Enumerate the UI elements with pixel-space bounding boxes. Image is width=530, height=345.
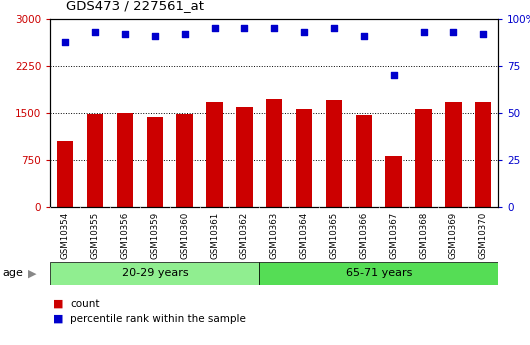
Text: GSM10370: GSM10370 <box>479 211 488 259</box>
Text: ■: ■ <box>53 314 64 324</box>
Text: GSM10368: GSM10368 <box>419 211 428 259</box>
Point <box>419 29 428 35</box>
Point <box>180 31 189 37</box>
Point <box>330 26 338 31</box>
Text: GSM10363: GSM10363 <box>270 211 279 259</box>
Text: GSM10355: GSM10355 <box>91 211 100 259</box>
Bar <box>57 141 74 207</box>
Bar <box>147 117 163 207</box>
Bar <box>326 100 342 207</box>
Bar <box>445 102 462 207</box>
Text: GSM10354: GSM10354 <box>61 211 70 259</box>
Point <box>390 72 398 78</box>
Bar <box>117 113 133 207</box>
Text: GSM10362: GSM10362 <box>240 211 249 259</box>
Text: GSM10366: GSM10366 <box>359 211 368 259</box>
Text: count: count <box>70 299 100 308</box>
Bar <box>385 156 402 207</box>
Text: 20-29 years: 20-29 years <box>121 268 188 278</box>
Point <box>300 29 308 35</box>
Text: 65-71 years: 65-71 years <box>346 268 412 278</box>
Point <box>449 29 457 35</box>
Text: GSM10361: GSM10361 <box>210 211 219 259</box>
Bar <box>356 115 372 207</box>
Point <box>270 26 279 31</box>
Bar <box>236 107 253 207</box>
Point <box>240 26 249 31</box>
Bar <box>176 114 193 207</box>
Point <box>121 31 129 37</box>
Bar <box>87 114 103 207</box>
Text: percentile rank within the sample: percentile rank within the sample <box>70 314 246 324</box>
Bar <box>416 109 432 207</box>
Bar <box>296 109 312 207</box>
Text: GSM10365: GSM10365 <box>330 211 339 259</box>
Bar <box>206 102 223 207</box>
Bar <box>259 262 498 285</box>
Text: ■: ■ <box>53 299 64 308</box>
Text: GDS473 / 227561_at: GDS473 / 227561_at <box>66 0 204 12</box>
Point <box>151 33 159 39</box>
Point <box>61 39 69 44</box>
Point <box>360 33 368 39</box>
Text: GSM10367: GSM10367 <box>389 211 398 259</box>
Point <box>479 31 488 37</box>
Text: GSM10369: GSM10369 <box>449 211 458 258</box>
Text: GSM10356: GSM10356 <box>120 211 129 259</box>
Text: age: age <box>3 268 23 278</box>
Text: GSM10359: GSM10359 <box>151 211 160 258</box>
Bar <box>50 262 259 285</box>
Bar <box>475 102 491 207</box>
Text: GSM10364: GSM10364 <box>299 211 308 259</box>
Text: GSM10360: GSM10360 <box>180 211 189 259</box>
Point <box>210 26 219 31</box>
Bar <box>266 99 282 207</box>
Point <box>91 29 100 35</box>
Text: ▶: ▶ <box>28 268 36 278</box>
